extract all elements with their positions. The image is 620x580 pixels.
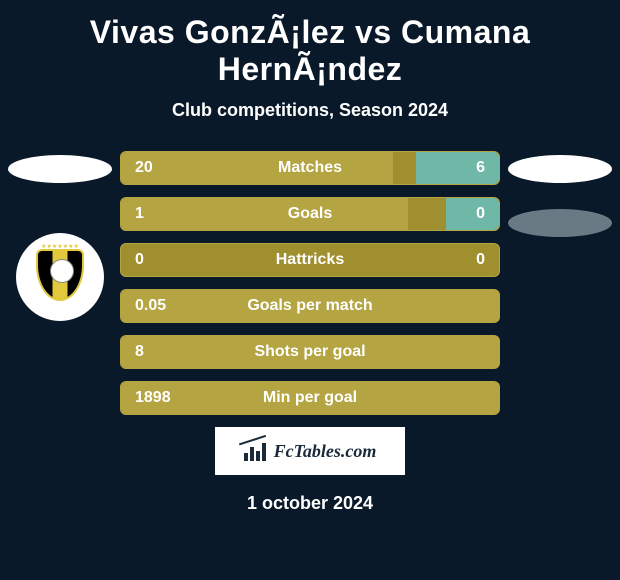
player-right-ellipse-2 xyxy=(508,209,612,237)
stat-text: 20Matches6 xyxy=(121,152,499,184)
stat-row: 20Matches6 xyxy=(120,151,500,185)
stat-bars: 20Matches61Goals00Hattricks00.05Goals pe… xyxy=(120,151,500,415)
player-left-ellipse xyxy=(8,155,112,183)
stat-value-left: 8 xyxy=(135,343,144,361)
stat-value-left: 20 xyxy=(135,159,153,177)
comparison-content: ★★★★★★★ 20Matches61Goals00Hattricks00.05… xyxy=(0,151,620,514)
stat-text: 8Shots per goal xyxy=(121,336,499,368)
stat-text: 1898Min per goal xyxy=(121,382,499,414)
stat-value-right: 6 xyxy=(476,159,485,177)
shield-icon: ★★★★★★★ xyxy=(36,249,84,305)
stat-value-right: 0 xyxy=(476,251,485,269)
stat-row: 1Goals0 xyxy=(120,197,500,231)
stat-label: Matches xyxy=(121,159,499,177)
fctables-icon xyxy=(244,441,268,461)
stat-value-left: 0 xyxy=(135,251,144,269)
page-subtitle: Club competitions, Season 2024 xyxy=(0,100,620,121)
stat-text: 0.05Goals per match xyxy=(121,290,499,322)
stat-row: 8Shots per goal xyxy=(120,335,500,369)
stat-value-right: 0 xyxy=(476,205,485,223)
stat-text: 0Hattricks0 xyxy=(121,244,499,276)
stat-label: Hattricks xyxy=(121,251,499,269)
date-label: 1 october 2024 xyxy=(0,493,620,514)
stat-value-left: 1898 xyxy=(135,389,171,407)
stat-label: Goals per match xyxy=(121,297,499,315)
player-right-ellipse-1 xyxy=(508,155,612,183)
stat-row: 0Hattricks0 xyxy=(120,243,500,277)
stat-value-left: 0.05 xyxy=(135,297,166,315)
stat-label: Min per goal xyxy=(121,389,499,407)
team-badge: ★★★★★★★ xyxy=(16,233,104,321)
stat-row: 0.05Goals per match xyxy=(120,289,500,323)
fctables-label: FcTables.com xyxy=(274,441,377,462)
stat-value-left: 1 xyxy=(135,205,144,223)
stat-label: Goals xyxy=(121,205,499,223)
stat-row: 1898Min per goal xyxy=(120,381,500,415)
page-title: Vivas GonzÃ¡lez vs Cumana HernÃ¡ndez xyxy=(0,0,620,88)
fctables-banner: FcTables.com xyxy=(215,427,405,475)
stat-text: 1Goals0 xyxy=(121,198,499,230)
stat-label: Shots per goal xyxy=(121,343,499,361)
